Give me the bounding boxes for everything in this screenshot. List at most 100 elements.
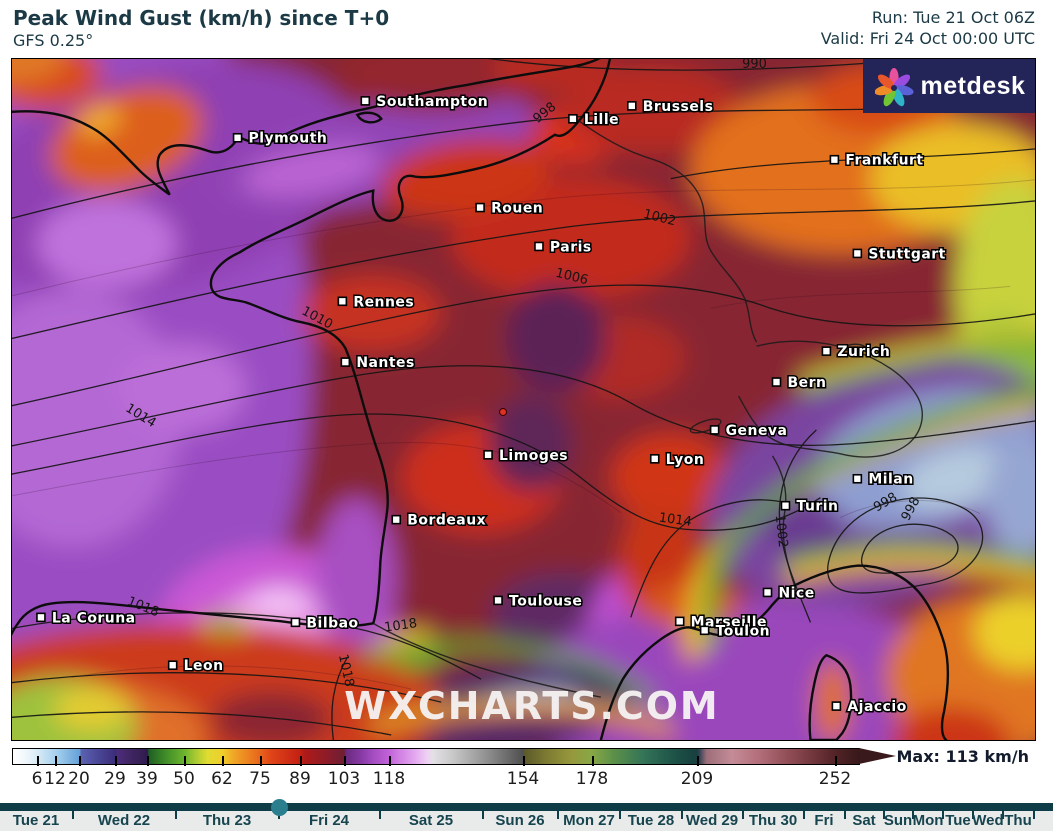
timeline-day-mon[interactable]: Mon xyxy=(912,812,944,829)
city-label: Rouen xyxy=(475,199,544,218)
timeline-position-marker[interactable] xyxy=(270,799,288,816)
legend-tick-label: 75 xyxy=(249,769,271,789)
legend-tick xyxy=(523,756,525,766)
city-name: Milan xyxy=(868,472,913,488)
city-marker xyxy=(649,454,660,464)
page-title: Peak Wind Gust (km/h) since T+0 xyxy=(13,6,390,30)
timeline-day-tue-28[interactable]: Tue 28 xyxy=(627,812,675,829)
city-name: Lille xyxy=(584,112,619,128)
weather-map: 990 998 1002 1006 1010 1014 1014 1018 1018 1018 10… xyxy=(11,58,1036,741)
valid-label: Valid: Fri 24 Oct 00:00 UTC xyxy=(820,29,1035,48)
city-name: Limoges xyxy=(499,448,568,464)
city-name: Bordeaux xyxy=(407,513,486,529)
city-name: Rennes xyxy=(353,294,414,310)
timeline-tick xyxy=(803,811,805,819)
legend-tick-label: 62 xyxy=(211,769,233,789)
timeline-day-sun-26[interactable]: Sun 26 xyxy=(495,812,545,829)
city-marker xyxy=(232,132,243,143)
city-marker xyxy=(475,202,485,213)
legend-tick xyxy=(389,756,391,766)
timeline-tick xyxy=(844,811,846,819)
city-name: Rouen xyxy=(491,201,543,217)
timeline-day-wed-29[interactable]: Wed 29 xyxy=(685,812,739,829)
timeline-day-fri-24[interactable]: Fri 24 xyxy=(308,812,350,829)
metdesk-logo: metdesk xyxy=(863,59,1035,113)
legend-tick-label: 103 xyxy=(327,769,361,789)
city-name: Zurich xyxy=(837,344,890,360)
watermark: WXCHARTS.COM xyxy=(344,684,719,728)
timeline-tick xyxy=(972,811,974,819)
timeline-day-sat-25[interactable]: Sat 25 xyxy=(408,812,454,829)
city-name: Frankfurt xyxy=(845,153,923,169)
legend-arrow xyxy=(859,748,896,764)
timeline-day-mon-27[interactable]: Mon 27 xyxy=(563,812,615,829)
legend-colorbar xyxy=(12,748,860,765)
timeline-tick xyxy=(619,811,621,819)
timeline-day-wed[interactable]: Wed xyxy=(972,812,1004,829)
timeline-day-thu-30[interactable]: Thu 30 xyxy=(748,812,798,829)
city-label: Geneva xyxy=(709,421,788,440)
city-marker xyxy=(829,154,840,165)
city-label: Zurich xyxy=(821,343,891,362)
isobar-value-label: 1014 xyxy=(658,510,693,529)
timeline-day-sat[interactable]: Sat xyxy=(852,812,876,829)
timeline-tick xyxy=(912,811,914,819)
legend-tick-label: 118 xyxy=(372,769,406,789)
city-marker xyxy=(340,357,351,367)
city-label: Bordeaux xyxy=(391,511,487,530)
city-name: Bern xyxy=(787,375,826,391)
city-marker xyxy=(568,114,578,124)
timeline-day-fri[interactable]: Fri xyxy=(814,812,834,829)
timeline-day-tue-21[interactable]: Tue 21 xyxy=(12,812,60,829)
legend-tick xyxy=(37,756,39,766)
city-label: Bilbao xyxy=(290,614,360,633)
legend-tick xyxy=(697,756,699,766)
city-marker xyxy=(36,612,46,623)
city-name: Turin xyxy=(796,499,838,515)
city-name: Nantes xyxy=(356,355,414,371)
city-marker xyxy=(780,500,791,511)
city-marker xyxy=(337,296,348,307)
metdesk-flower-icon xyxy=(874,68,914,107)
city-name: Toulouse xyxy=(509,593,582,609)
legend-tick-label: 154 xyxy=(506,769,540,789)
city-label: Frankfurt xyxy=(829,151,925,170)
city-marker xyxy=(674,616,685,627)
isobar-value-label: 1018 xyxy=(335,653,357,688)
city-label: La Coruna xyxy=(36,609,137,628)
timeline-day-tue[interactable]: Tue xyxy=(945,812,971,829)
city-marker xyxy=(360,96,371,106)
city-marker xyxy=(709,425,720,435)
legend-tick-label: 209 xyxy=(680,769,714,789)
city-name: Toulon xyxy=(716,623,771,639)
timeline-tick xyxy=(742,811,744,819)
timeline-day-wed-22[interactable]: Wed 22 xyxy=(97,812,151,829)
city-marker xyxy=(762,587,773,598)
timeline-tick xyxy=(942,811,944,819)
city-marker xyxy=(391,514,402,525)
city-label: Paris xyxy=(534,238,593,257)
city-marker xyxy=(852,473,863,484)
city-marker xyxy=(771,377,782,387)
legend-tick xyxy=(147,756,149,766)
city-name: Leon xyxy=(184,658,224,674)
city-marker xyxy=(831,701,842,711)
isobar-labels: 9909981002100610101014101410181018101810… xyxy=(123,59,924,688)
city-label: Milan xyxy=(852,470,915,489)
timeline-scrubber[interactable]: Tue 21 Wed 22 Thu 23 Fri 24 Sat 25 Sun 26 Mon … xyxy=(0,799,1053,831)
timeline-tick xyxy=(1033,811,1035,819)
legend-tick-label: 12 xyxy=(44,769,66,789)
city-marker xyxy=(493,595,503,606)
timeline-day-thu[interactable]: Thu xyxy=(1004,812,1032,829)
timeline-strip xyxy=(0,803,1053,811)
city-name: Geneva xyxy=(726,423,788,439)
legend-tick-label: 50 xyxy=(173,769,195,789)
station-marker xyxy=(499,407,508,416)
city-marker xyxy=(167,660,178,671)
timeline-day-sun[interactable]: Sun xyxy=(883,812,913,829)
city-name: La Coruna xyxy=(52,610,136,626)
timeline-tick xyxy=(883,811,885,819)
legend-tick xyxy=(344,756,346,766)
timeline-day-thu-23[interactable]: Thu 23 xyxy=(202,812,252,829)
